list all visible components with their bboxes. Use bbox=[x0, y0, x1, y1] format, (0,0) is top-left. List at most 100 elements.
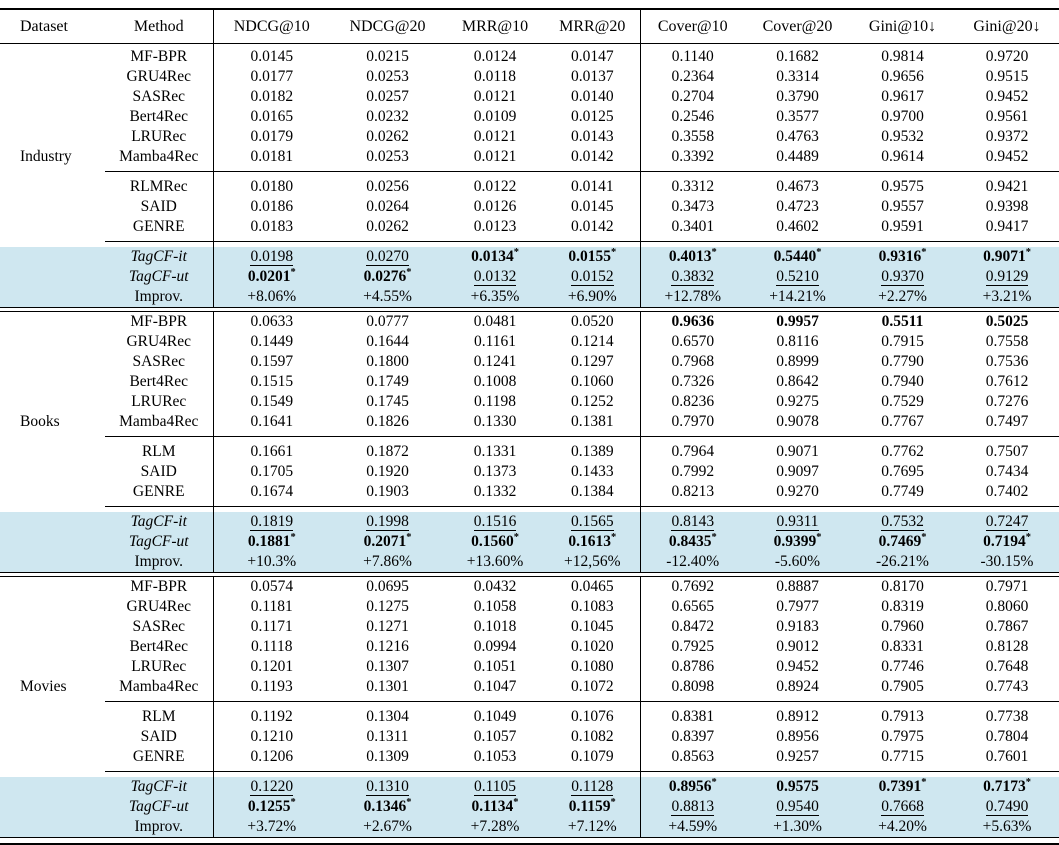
block-gap bbox=[545, 506, 641, 512]
metric-cell: 0.1644 bbox=[366, 333, 409, 350]
metric-cell: 0.1128 bbox=[545, 777, 641, 797]
dataset-label bbox=[0, 657, 105, 677]
metric-cell: 0.7507 bbox=[985, 443, 1029, 460]
metric-cell: 0.1449 bbox=[250, 333, 294, 350]
block-rule bbox=[640, 432, 745, 437]
metric-cell: 0.0186 bbox=[250, 198, 294, 215]
method-label: Improv. bbox=[105, 817, 214, 838]
dataset-label bbox=[0, 392, 105, 412]
metric-value: 0.1346 bbox=[363, 798, 407, 815]
metric-cell: 0.7497 bbox=[985, 413, 1029, 430]
dataset-label bbox=[0, 707, 105, 727]
metric-cell: 0.9540 bbox=[745, 797, 850, 817]
metric-value: 0.0155 bbox=[568, 248, 611, 265]
metric-value: 0.1310 bbox=[366, 778, 409, 796]
block-rule bbox=[213, 237, 330, 242]
metric-cell: 0.1549 bbox=[250, 393, 294, 410]
metric-cell: 0.0147 bbox=[545, 43, 641, 67]
significance-star: * bbox=[406, 266, 412, 278]
metric-cell: 0.1161 bbox=[473, 333, 517, 350]
metric-value: 0.8956 bbox=[668, 778, 712, 795]
method-label: MF-BPR bbox=[105, 43, 214, 67]
method-label: Bert4Rec bbox=[105, 637, 214, 657]
metric-cell: 0.1998 bbox=[330, 512, 445, 532]
metric-cell: 0.7469* bbox=[850, 532, 955, 552]
improvement-value: +4.59% bbox=[640, 817, 745, 838]
results-table: Dataset Method NDCG@10 NDCG@20 MRR@10 MRR@20 C… bbox=[0, 8, 1059, 845]
metric-cell: 0.8912 bbox=[776, 708, 819, 725]
metric-cell: 0.0132 bbox=[445, 267, 545, 287]
metric-value: 0.0134 bbox=[471, 248, 514, 265]
metric-cell: 0.8786 bbox=[671, 658, 715, 675]
metric-value: 0.1255 bbox=[247, 798, 291, 815]
metric-cell: 0.9452 bbox=[776, 658, 819, 675]
metric-cell: 0.7434 bbox=[985, 463, 1029, 480]
metric-cell: 0.1826 bbox=[366, 413, 409, 430]
column-header: Cover@20 bbox=[745, 9, 850, 44]
metric-cell: 0.4013* bbox=[640, 247, 745, 267]
metric-cell: 0.8956* bbox=[640, 777, 745, 797]
metric-cell: 0.0145 bbox=[545, 197, 641, 217]
metric-cell: 0.8128 bbox=[985, 638, 1029, 655]
metric-value: 0.5511 bbox=[881, 313, 924, 330]
metric-cell: 0.7391* bbox=[850, 777, 955, 797]
dataset-label bbox=[0, 352, 105, 372]
metric-cell: 0.1134* bbox=[445, 797, 545, 817]
metric-value: 0.7194 bbox=[983, 533, 1026, 550]
block-rule bbox=[330, 167, 445, 172]
significance-star: * bbox=[610, 246, 617, 258]
metric-value: 0.7469 bbox=[878, 533, 922, 550]
method-label: TagCF-it bbox=[105, 777, 214, 797]
method-label: Bert4Rec bbox=[105, 372, 214, 392]
improvement-value: +4.20% bbox=[850, 817, 955, 838]
metric-cell: 0.9532 bbox=[881, 128, 924, 145]
dataset-label bbox=[0, 44, 105, 68]
metric-cell: 0.7913 bbox=[881, 708, 924, 725]
block-rule bbox=[850, 767, 955, 772]
method-label: SAID bbox=[105, 197, 214, 217]
metric-cell: 0.1018 bbox=[473, 618, 517, 635]
metric-cell: 0.7532 bbox=[850, 512, 955, 532]
metric-cell: 0.1301 bbox=[366, 678, 409, 695]
metric-cell: 0.1331 bbox=[473, 443, 517, 460]
metric-cell: 0.9561 bbox=[985, 108, 1029, 125]
metric-cell: 0.1020 bbox=[545, 637, 641, 657]
metric-cell: 0.7960 bbox=[881, 618, 924, 635]
metric-cell: 0.8472 bbox=[671, 618, 715, 635]
metric-cell: 0.0155* bbox=[545, 246, 641, 267]
block-rule bbox=[850, 697, 955, 702]
significance-star: * bbox=[290, 531, 296, 543]
dataset-label bbox=[0, 577, 105, 598]
block-rule bbox=[105, 697, 214, 702]
metric-cell: 0.0134* bbox=[445, 247, 545, 267]
metric-cell: 0.0177 bbox=[250, 68, 294, 85]
metric-cell: 0.9129 bbox=[955, 267, 1059, 287]
block-rule bbox=[445, 167, 545, 172]
metric-cell: 0.7668 bbox=[850, 797, 955, 817]
metric-cell: 0.0140 bbox=[545, 87, 641, 107]
block-rule bbox=[213, 767, 330, 772]
metric-cell: 0.9270 bbox=[776, 483, 819, 500]
metric-cell: 0.8143 bbox=[640, 512, 745, 532]
metric-cell: 0.1903 bbox=[366, 483, 409, 500]
metric-value: 0.9957 bbox=[776, 313, 819, 330]
metric-cell: 0.8116 bbox=[776, 333, 819, 350]
metric-value: 0.7247 bbox=[985, 513, 1029, 531]
metric-cell: 0.0262 bbox=[366, 218, 409, 235]
metric-cell: 0.1275 bbox=[366, 598, 409, 615]
column-header: NDCG@10 bbox=[213, 9, 330, 44]
block-rule bbox=[955, 502, 1059, 507]
metric-cell: 0.1682 bbox=[776, 48, 819, 65]
block-rule bbox=[445, 502, 545, 507]
metric-cell: 0.7992 bbox=[671, 463, 715, 480]
metric-cell: 0.8435* bbox=[640, 532, 745, 552]
significance-star: * bbox=[921, 776, 927, 788]
block-rule bbox=[545, 167, 641, 172]
group-separator-rule bbox=[0, 572, 1059, 577]
method-label: LRURec bbox=[105, 657, 214, 677]
metric-cell: 0.3558 bbox=[671, 128, 715, 145]
metric-cell: 0.7915 bbox=[881, 333, 924, 350]
method-label: Bert4Rec bbox=[105, 107, 214, 127]
metric-cell: 0.1565 bbox=[545, 512, 641, 532]
metric-cell: 0.9399* bbox=[745, 532, 850, 552]
